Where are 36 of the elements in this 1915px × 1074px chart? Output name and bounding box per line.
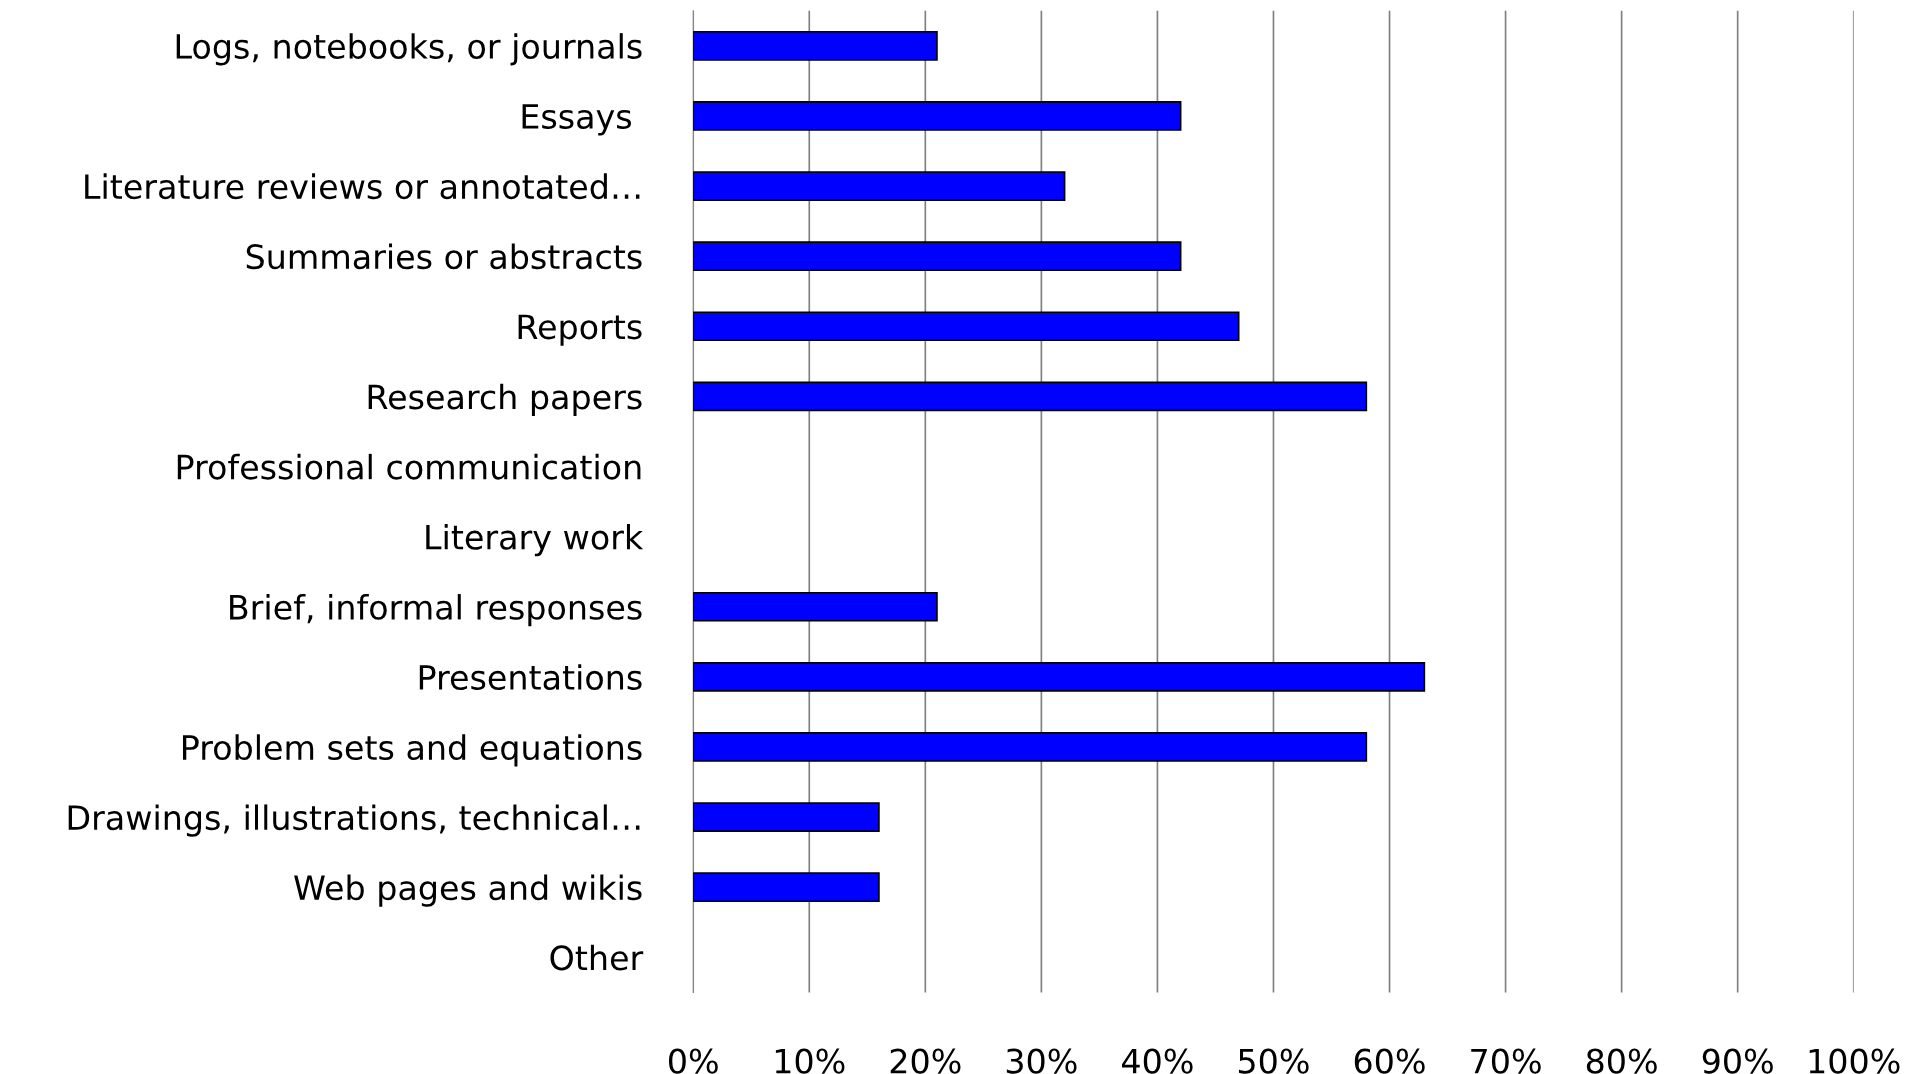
x-tick-label: 20% <box>890 1048 961 1074</box>
y-tick-label: Problem sets and equations <box>183 734 642 767</box>
y-tick-label: Other <box>550 944 644 971</box>
y-tick-label: Literature reviews or annotated… <box>85 173 640 200</box>
x-tick-label: 30% <box>1006 1048 1077 1074</box>
bar <box>693 311 1240 342</box>
bar <box>693 732 1368 762</box>
y-tick-label: Drawings, illustrations, technical… <box>68 804 640 837</box>
y-tick-label: Literary work <box>426 523 644 557</box>
x-tick-label: 60% <box>1354 1048 1425 1074</box>
x-tick-label: 80% <box>1586 1048 1657 1074</box>
y-tick-label: Professional communication <box>177 453 641 480</box>
x-tick-label: 50% <box>1239 1048 1309 1074</box>
bar <box>693 101 1182 131</box>
bar <box>693 661 1426 692</box>
bar <box>693 802 880 832</box>
bar <box>693 872 880 903</box>
y-tick-label: Summaries or abstracts <box>246 243 642 270</box>
y-tick-label: Presentations <box>419 664 642 690</box>
x-tick-label: 40% <box>1122 1048 1193 1074</box>
bar <box>693 30 938 61</box>
x-tick-label: 100% <box>1809 1048 1900 1074</box>
bar <box>693 591 938 622</box>
y-tick-label: Web pages and wikis <box>294 874 642 907</box>
x-tick-label: 90% <box>1702 1048 1773 1074</box>
y-tick-label: Logs, notebooks, or journals <box>176 33 642 66</box>
bar <box>693 241 1182 272</box>
x-tick-label: 70% <box>1471 1048 1541 1074</box>
x-tick-label: 10% <box>775 1048 845 1074</box>
y-tick-label: Essays <box>522 104 632 136</box>
bar <box>693 171 1066 201</box>
y-tick-label: Research papers <box>368 383 642 416</box>
x-tick-label: 0% <box>668 1048 718 1074</box>
y-tick-label: Reports <box>518 314 642 346</box>
y-tick-label: Brief, informal responses <box>230 594 642 627</box>
bar <box>693 381 1368 412</box>
